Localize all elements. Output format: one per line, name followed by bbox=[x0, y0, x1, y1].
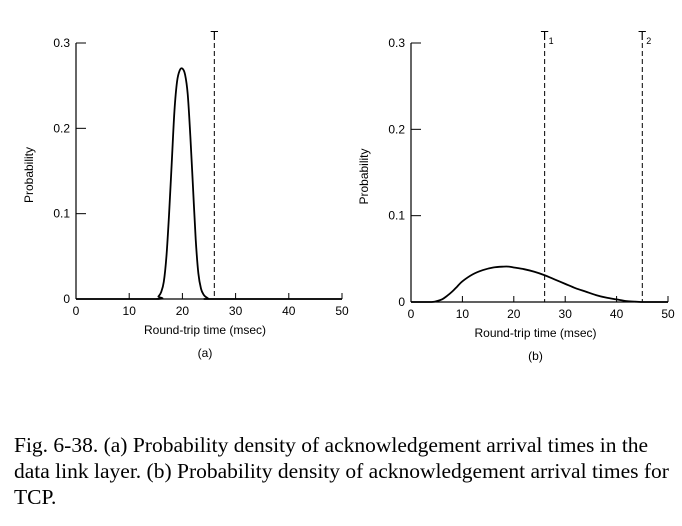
x-axis-title: Round-trip time (msec) bbox=[474, 326, 596, 340]
chart-panel-b: 0 10 20 30 40 50 0 0.1 0.2 0.3 Round-trip time (ms… bbox=[357, 28, 675, 363]
threshold-label-subscript: 2 bbox=[646, 36, 651, 46]
x-tick-label: 50 bbox=[661, 307, 675, 321]
y-axis-title: Probability bbox=[22, 147, 36, 203]
x-tick-label: 0 bbox=[408, 307, 415, 321]
y-tick-label: 0 bbox=[398, 295, 405, 309]
x-tick-label: 10 bbox=[123, 304, 137, 318]
chart-panel-a: 0 10 20 30 40 50 0 0.1 0.2 0.3 Round-trip time (ms… bbox=[22, 28, 349, 360]
x-axis-title: Round-trip time (msec) bbox=[144, 323, 266, 337]
density-curve bbox=[76, 67, 342, 300]
y-tick-label: 0.2 bbox=[53, 121, 70, 135]
density-curve bbox=[411, 265, 668, 303]
x-tick-label: 20 bbox=[176, 304, 190, 318]
x-tick-label: 30 bbox=[229, 304, 243, 318]
x-tick-label: 10 bbox=[456, 307, 470, 321]
threshold-label: T1 bbox=[541, 28, 554, 46]
threshold-label-main: T bbox=[638, 28, 646, 43]
threshold-label-subscript: 1 bbox=[549, 36, 554, 46]
y-axis-title: Probability bbox=[357, 148, 371, 204]
x-tick-label: 0 bbox=[73, 304, 80, 318]
y-tick-label: 0.1 bbox=[388, 209, 405, 223]
y-tick-label: 0 bbox=[63, 292, 70, 306]
x-tick-label: 40 bbox=[282, 304, 296, 318]
threshold-label-main: T bbox=[541, 28, 549, 43]
y-tick-label: 0.3 bbox=[53, 36, 70, 50]
figure-caption: Fig. 6-38. (a) Probability density of ac… bbox=[14, 433, 669, 509]
panel-label: (a) bbox=[198, 346, 213, 360]
threshold-label: T bbox=[210, 28, 218, 43]
y-tick-label: 0.2 bbox=[388, 122, 405, 136]
x-tick-label: 50 bbox=[335, 304, 349, 318]
y-tick-label: 0.3 bbox=[388, 36, 405, 50]
threshold-label-main: T bbox=[210, 28, 218, 43]
x-tick-label: 40 bbox=[610, 307, 624, 321]
threshold-label: T2 bbox=[638, 28, 651, 46]
y-tick-label: 0.1 bbox=[53, 207, 70, 221]
x-tick-label: 20 bbox=[507, 307, 521, 321]
x-tick-label: 30 bbox=[559, 307, 573, 321]
panel-label: (b) bbox=[528, 349, 543, 363]
